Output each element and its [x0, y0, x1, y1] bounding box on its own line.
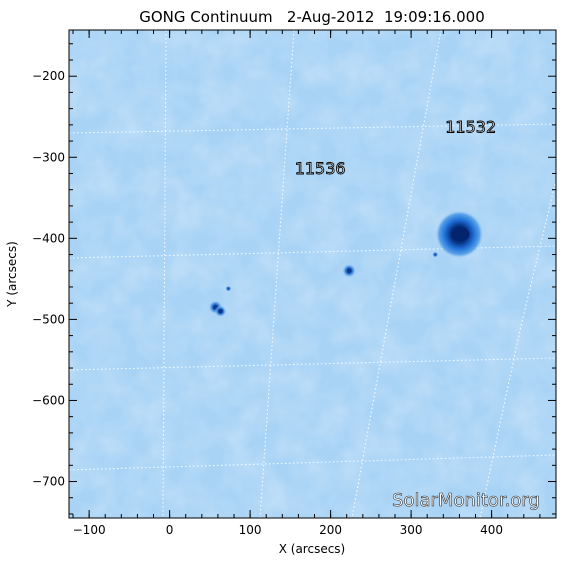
- axis-tick-labels: −100 0 100 200 300 400 −200 −300 −400 −500 −600 −70…: [32, 69, 503, 537]
- x-axis-label: X (arcsecs): [279, 542, 346, 556]
- watermark: SolarMonitor.org: [392, 490, 540, 511]
- x-tick-label: 0: [166, 523, 174, 537]
- map-title: GONG Continuum 2-Aug-2012 19:09:16.000: [139, 8, 485, 26]
- sunspot-umbra: [451, 227, 470, 242]
- x-tick-label: 100: [239, 523, 262, 537]
- grid-line: [69, 245, 556, 259]
- region-label: 11532: [445, 117, 496, 136]
- y-axis-label: Y (arcsecs): [5, 241, 19, 308]
- granulation-texture: [69, 30, 556, 518]
- grid-line: [259, 30, 295, 518]
- region-label: 11536: [295, 159, 346, 178]
- x-tick-label: −100: [73, 523, 106, 537]
- sunspot-umbra: [218, 308, 223, 314]
- sunspot-pore: [432, 251, 439, 258]
- grid-line: [69, 454, 556, 471]
- axis-ticks: [69, 30, 557, 518]
- grid-line: [69, 357, 556, 371]
- sunspot-pore: [225, 285, 232, 292]
- grid-line: [162, 30, 167, 518]
- heliographic-grid: [69, 30, 556, 518]
- y-tick-label: −400: [32, 231, 65, 245]
- grid-line: [351, 30, 442, 518]
- x-tick-label: 300: [400, 523, 423, 537]
- sunspot-layer: [208, 210, 484, 318]
- x-tick-label: 200: [319, 523, 342, 537]
- plot-frame: [68, 29, 557, 519]
- x-tick-label: 400: [480, 523, 503, 537]
- y-tick-label: −200: [32, 69, 65, 83]
- sunspot-umbra: [346, 268, 352, 274]
- y-tick-label: −500: [32, 312, 65, 326]
- region-labels: 11532 11536: [294, 117, 496, 178]
- y-tick-label: −700: [32, 475, 65, 489]
- y-tick-label: −600: [32, 393, 65, 407]
- grid-line: [69, 123, 556, 134]
- y-tick-label: −300: [32, 150, 65, 164]
